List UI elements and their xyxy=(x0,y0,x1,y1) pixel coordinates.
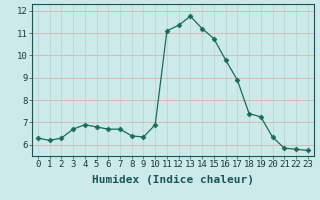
X-axis label: Humidex (Indice chaleur): Humidex (Indice chaleur) xyxy=(92,175,254,185)
